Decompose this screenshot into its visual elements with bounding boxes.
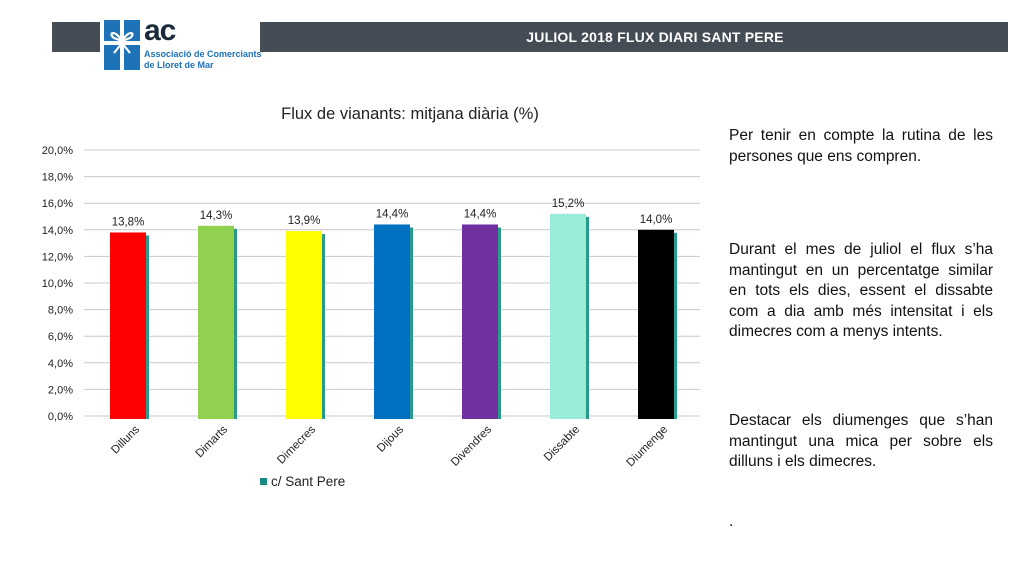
commentary-paragraph-3: Destacar els diumenges que s’han manting… <box>729 412 993 470</box>
y-tick-label: 8,0% <box>48 305 73 317</box>
bar <box>462 224 498 419</box>
gift-box-logo-icon <box>104 20 140 70</box>
commentary-paragraph-4: . <box>729 513 734 530</box>
bar-value-label: 14,0% <box>640 214 673 226</box>
x-axis-ticks: Dilluns Dimarts Dimecres Dijous Divendres Dis… <box>109 423 670 469</box>
y-tick-label: 6,0% <box>48 331 73 343</box>
commentary-paragraph-1: Per tenir en compte la rutina de les per… <box>729 127 993 165</box>
chart-legend: c/ Sant Pere <box>260 474 345 489</box>
commentary-paragraph-2: Durant el mes de juliol el flux s’ha man… <box>729 241 993 340</box>
logo-text-line2: de Lloret de Mar <box>144 60 214 70</box>
x-tick-label: Divendres <box>449 423 494 468</box>
bar-value-label: 13,9% <box>288 215 321 227</box>
y-tick-label: 14,0% <box>42 225 73 237</box>
bar <box>198 225 234 419</box>
bar <box>374 224 410 419</box>
y-tick-label: 18,0% <box>42 172 73 184</box>
legend-swatch <box>260 478 267 485</box>
bar-value-label: 13,8% <box>112 216 145 228</box>
x-tick-label: Dilluns <box>109 423 142 456</box>
y-tick-label: 10,0% <box>42 278 73 290</box>
x-tick-label: Dimarts <box>194 423 231 460</box>
x-tick-label: Dissabte <box>542 424 582 464</box>
bar <box>110 232 146 419</box>
bar-chart: Flux de vianants: mitjana diària (%) 0,0… <box>42 105 700 489</box>
legend-label: c/ Sant Pere <box>271 474 345 489</box>
y-tick-label: 12,0% <box>42 251 73 263</box>
y-tick-label: 0,0% <box>48 411 73 423</box>
logo: ac Associació de Comerciants de Lloret d… <box>100 14 262 72</box>
bar-value-label: 15,2% <box>552 198 585 210</box>
y-tick-label: 16,0% <box>42 198 73 210</box>
bars <box>110 213 677 419</box>
bar <box>286 231 322 419</box>
bar <box>638 229 674 419</box>
x-tick-label: Dimecres <box>275 423 318 466</box>
y-tick-label: 20,0% <box>42 145 73 157</box>
bar-value-label: 14,4% <box>376 208 409 220</box>
x-tick-label: Diumenge <box>625 424 671 470</box>
data-labels: 13,8% 14,3% 13,9% 14,4% 14,4% 15,2% 14,0% <box>112 198 673 229</box>
bar-value-label: 14,4% <box>464 208 497 220</box>
y-axis-ticks: 0,0% 2,0% 4,0% 6,0% 8,0% 10,0% 12,0% 14,0% 16,0%… <box>42 145 73 423</box>
x-tick-label: Dijous <box>375 423 406 454</box>
commentary-text: Per tenir en compte la rutina de les per… <box>729 126 993 530</box>
bar-value-label: 14,3% <box>200 210 233 222</box>
bar <box>550 213 586 419</box>
y-tick-label: 4,0% <box>48 358 73 370</box>
logo-acronym: ac <box>144 14 176 47</box>
page-title: JULIOL 2018 FLUX DIARI SANT PERE <box>526 29 784 45</box>
logo-text-line1: Associació de Comerciants <box>144 49 262 59</box>
y-tick-label: 2,0% <box>48 384 73 396</box>
chart-title: Flux de vianants: mitjana diària (%) <box>281 105 539 123</box>
